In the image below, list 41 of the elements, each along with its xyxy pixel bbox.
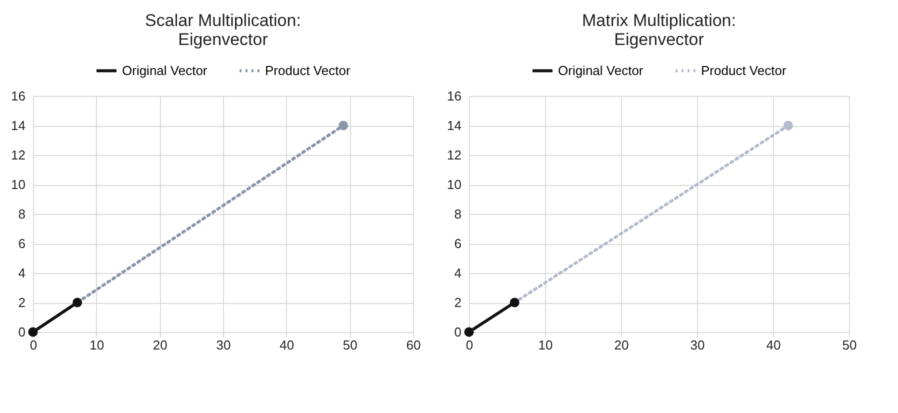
point: [72, 298, 82, 308]
x-tick-label: 10: [538, 338, 553, 352]
y-tick-label: 6: [454, 236, 462, 251]
legend-label: Product Vector: [701, 62, 787, 78]
chart-title: Scalar Multiplication: Eigenvector: [145, 11, 301, 49]
x-tick-label: 20: [614, 338, 629, 352]
y-tick-label: 10: [11, 177, 26, 192]
legend-label: Product Vector: [265, 62, 351, 78]
y-tick-label: 8: [18, 206, 26, 222]
y-tick-label: 4: [454, 266, 462, 280]
x-tick-label: 40: [280, 338, 294, 352]
legend-label: Original Vector: [558, 62, 644, 78]
y-tick-label: 8: [454, 206, 462, 222]
x-tick-label: 10: [90, 338, 104, 352]
x-tick-label: 50: [842, 338, 857, 352]
y-tick-label: 14: [11, 118, 26, 133]
point: [338, 120, 348, 130]
point: [783, 120, 793, 130]
legend-label: Original Vector: [122, 62, 208, 78]
y-tick-label: 16: [11, 88, 26, 104]
y-tick-label: 0: [454, 324, 462, 340]
x-tick-label: 0: [30, 338, 38, 352]
y-tick-label: 6: [18, 236, 26, 251]
x-tick-label: 20: [152, 338, 168, 352]
point: [510, 298, 520, 308]
y-tick-label: 12: [447, 148, 462, 162]
y-tick-label: 12: [11, 148, 26, 162]
x-tick-label: 50: [342, 338, 358, 352]
y-tick-label: 2: [18, 295, 26, 310]
y-tick-label: 10: [447, 177, 462, 192]
x-tick-label: 0: [466, 338, 474, 352]
y-tick-label: 0: [18, 324, 26, 340]
y-tick-label: 16: [447, 88, 462, 104]
y-tick-label: 4: [18, 266, 26, 280]
y-tick-label: 14: [447, 118, 462, 133]
y-tick-label: 2: [454, 295, 462, 310]
x-tick-label: 30: [690, 338, 705, 352]
chart-title: Matrix Multiplication: Eigenvector: [582, 11, 736, 49]
x-tick-label: 60: [406, 338, 421, 352]
x-tick-label: 30: [216, 338, 231, 352]
x-tick-label: 40: [766, 338, 781, 352]
